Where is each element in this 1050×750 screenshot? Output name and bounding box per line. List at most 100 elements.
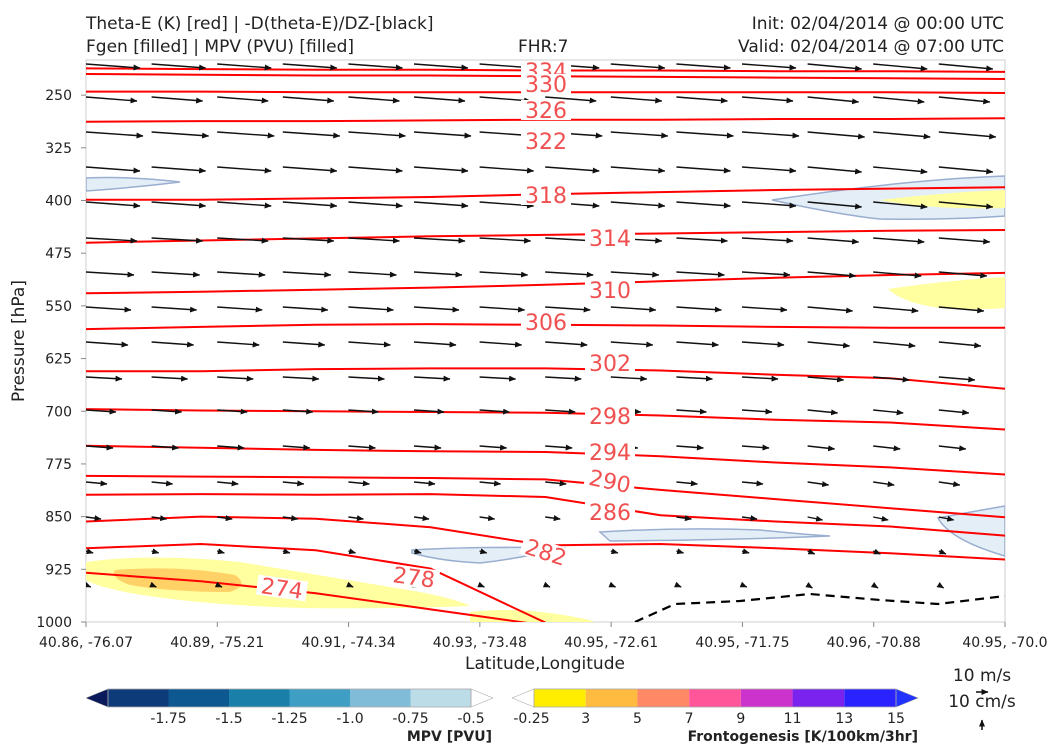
contour-label-bg	[255, 574, 309, 602]
wind-vector	[346, 581, 354, 588]
wind-vector	[282, 408, 314, 415]
wind-vector	[545, 444, 573, 451]
wind-vector	[479, 408, 511, 415]
wind-vector	[873, 515, 889, 522]
wind-vector	[282, 166, 338, 174]
colorbar-tick-label: 5	[633, 711, 642, 727]
wind-vector	[873, 271, 922, 279]
wind-vector	[282, 237, 335, 244]
chart-title-line2: Fgen [filled] | MPV (PVU) [filled]	[86, 37, 355, 57]
theta-e-contour-278	[86, 542, 546, 622]
wind-vector	[86, 581, 92, 588]
wind-vector	[741, 131, 800, 139]
y-tick-label: 850	[45, 510, 72, 526]
wind-vector	[873, 341, 916, 349]
contour-label-bg	[387, 563, 441, 591]
wind-vector	[217, 515, 233, 522]
x-tick-label: 40.96, -70.88	[827, 635, 921, 651]
wind-vector	[676, 96, 728, 104]
colorbar-outline	[533, 688, 897, 708]
wind-vector	[936, 582, 945, 589]
wind-vector	[741, 444, 770, 451]
wind-vector	[479, 271, 529, 278]
wind-vector	[938, 63, 994, 72]
wind-vector	[938, 237, 991, 245]
wind-vector	[610, 63, 666, 71]
colorbar-swatch	[689, 689, 741, 707]
wind-vector	[217, 306, 263, 313]
colorbar-swatch	[350, 689, 411, 707]
contour-label-278: 278	[391, 563, 436, 594]
contour-label-bg	[521, 100, 571, 120]
wind-vector	[348, 201, 403, 209]
x-tick-label: 40.95, -72.61	[564, 635, 658, 651]
wind-vector	[477, 581, 485, 588]
mpv-region-upper-left	[86, 176, 181, 192]
contour-label-bg	[585, 502, 635, 522]
colorbar-tick-label: 15	[887, 711, 905, 727]
wind-vector	[938, 201, 994, 210]
wind-vector	[479, 515, 496, 522]
wind-vector	[741, 306, 788, 313]
mpv-region-upper-right	[771, 175, 1005, 220]
colorbar-swatch	[85, 688, 109, 708]
wind-vector	[610, 548, 619, 555]
wind-vector	[545, 341, 588, 348]
contour-label-bg	[519, 534, 573, 570]
wind-vector	[413, 515, 430, 522]
wind-vector	[610, 375, 648, 382]
contour-label-294: 294	[589, 441, 631, 466]
wind-vector	[873, 63, 928, 72]
colorbar-tick-label: -1.25	[271, 711, 307, 727]
wind-vector	[676, 237, 728, 244]
wind-vector	[86, 375, 123, 382]
wind-vector	[741, 480, 764, 487]
wind-vector	[413, 444, 442, 451]
wind-vector	[676, 341, 719, 348]
wind-vector	[149, 581, 157, 588]
wind-vector	[86, 480, 108, 487]
wind-vector	[872, 548, 881, 555]
wind-vector	[86, 63, 141, 71]
wind-vector	[282, 515, 299, 522]
wind-vector	[413, 548, 422, 555]
wind-vector	[151, 96, 204, 104]
contour-label-bg	[585, 353, 635, 373]
contour-label-314: 314	[589, 227, 631, 252]
y-tick-label: 775	[45, 457, 72, 473]
wind-vector	[741, 237, 794, 244]
contour-label-bg	[585, 442, 635, 462]
fgen-region-upper-right	[880, 190, 1005, 209]
mpv-colorbar-title: MPV [PVU]	[407, 729, 492, 745]
contour-label-322: 322	[525, 130, 567, 155]
wind-vector	[938, 166, 994, 175]
x-axis-label: Latitude,Longitude	[465, 654, 625, 674]
wind-vector	[86, 408, 117, 415]
theta-e-contour-290	[86, 474, 1005, 519]
wind-vector	[151, 375, 189, 382]
wind-vector	[348, 444, 376, 451]
wind-vector	[545, 480, 567, 487]
wind-vector	[873, 131, 931, 140]
wind-vector	[348, 375, 385, 382]
y-tick-label: 700	[45, 404, 72, 420]
wind-vector	[86, 341, 129, 348]
wind-vector	[610, 166, 666, 174]
colorbar-tick-label: 9	[736, 711, 745, 727]
wind-vector	[610, 341, 654, 348]
colorbar-swatch	[844, 689, 896, 707]
colorbar-tick-label: 7	[685, 711, 694, 727]
wind-vector	[86, 271, 135, 278]
y-tick-label: 325	[45, 141, 72, 157]
contour-label-bg	[585, 280, 635, 300]
theta-e-contour-274	[86, 571, 528, 622]
wind-vector	[479, 548, 488, 555]
wind-vector	[86, 131, 144, 139]
colorbar-swatch	[470, 688, 494, 708]
wind-vector	[151, 408, 183, 415]
wind-vector	[282, 444, 311, 451]
wind-vector	[938, 548, 947, 555]
wind-vector	[807, 376, 845, 383]
wind-vector	[741, 408, 773, 415]
wind-vector	[938, 445, 967, 452]
